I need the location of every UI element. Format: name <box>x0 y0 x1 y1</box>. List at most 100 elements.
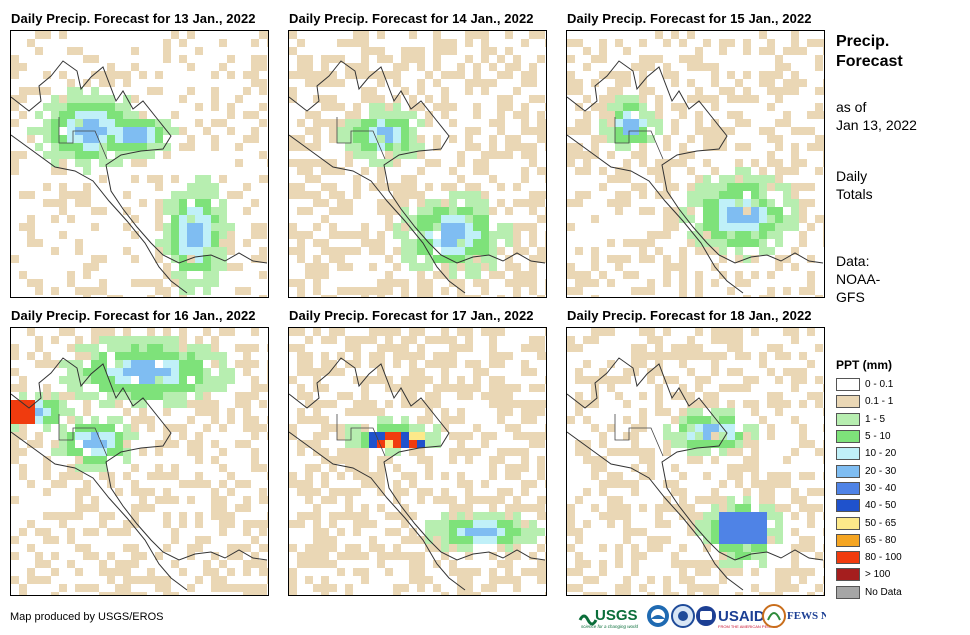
precip-cell <box>385 119 393 127</box>
precip-cell <box>575 247 583 255</box>
precip-cell <box>337 552 345 560</box>
precip-cell <box>297 448 305 456</box>
precip-cell <box>823 111 824 119</box>
precip-cell <box>163 263 171 271</box>
precip-cell <box>575 79 583 87</box>
precip-cell <box>791 87 799 95</box>
precip-cell <box>473 231 481 239</box>
precip-cell <box>687 215 695 223</box>
precip-cell <box>131 504 139 512</box>
precip-cell <box>43 408 51 416</box>
precip-cell <box>131 151 139 159</box>
precip-cell <box>719 328 727 336</box>
precip-cell <box>815 215 823 223</box>
precip-cell <box>719 247 727 255</box>
precip-cell <box>473 424 481 432</box>
precip-cell <box>187 416 195 424</box>
precip-cell <box>687 167 695 175</box>
precip-cell <box>361 231 369 239</box>
coastline <box>289 134 466 294</box>
precip-cell <box>823 79 824 87</box>
precip-cell <box>99 336 107 344</box>
precip-cell <box>99 384 107 392</box>
precip-cell <box>139 143 147 151</box>
precip-cell <box>43 424 51 432</box>
precip-cell <box>743 520 751 528</box>
precip-cell <box>457 528 465 536</box>
precip-cell <box>425 231 433 239</box>
precip-cell <box>43 560 51 568</box>
precip-cell <box>289 568 297 576</box>
precip-cell <box>711 520 719 528</box>
precip-cell <box>679 263 687 271</box>
precip-cell <box>203 247 211 255</box>
precip-cell <box>759 360 767 368</box>
precip-cell <box>529 536 537 544</box>
precip-cell <box>639 255 647 263</box>
precip-cell <box>155 344 163 352</box>
precip-cell <box>67 512 75 520</box>
precip-cell <box>711 432 719 440</box>
precip-cell <box>759 207 767 215</box>
precip-cell <box>11 352 19 360</box>
precip-cell <box>441 520 449 528</box>
precip-cell <box>521 488 529 496</box>
precip-cell <box>35 279 43 287</box>
precip-cell <box>687 344 695 352</box>
precip-cell <box>583 456 591 464</box>
precip-cell <box>497 295 505 297</box>
precip-cell <box>751 408 759 416</box>
precip-cell <box>513 223 521 231</box>
precip-cell <box>19 528 27 536</box>
precip-cell <box>289 520 297 528</box>
precip-cell <box>807 488 815 496</box>
precip-cell <box>521 39 529 47</box>
precip-cell <box>545 127 546 135</box>
precip-cell <box>727 328 735 336</box>
precip-cell <box>401 215 409 223</box>
precip-cell <box>615 376 623 384</box>
precip-cell <box>385 568 393 576</box>
precip-cell <box>297 247 305 255</box>
precip-cell <box>297 488 305 496</box>
precip-cell <box>663 159 671 167</box>
precip-cell <box>337 352 345 360</box>
legend-swatch <box>836 551 860 565</box>
precip-cell <box>195 344 203 352</box>
precip-cell <box>425 159 433 167</box>
precip-cell <box>457 239 465 247</box>
precip-cell <box>529 368 537 376</box>
precip-cell <box>513 199 521 207</box>
precip-cell <box>227 416 235 424</box>
precip-cell <box>727 95 735 103</box>
precip-map <box>566 30 825 298</box>
precip-cell <box>353 344 361 352</box>
legend-item: 65 - 80 <box>836 532 902 549</box>
precip-cell <box>219 368 227 376</box>
precip-cell <box>321 448 329 456</box>
precip-cell <box>529 95 537 103</box>
precip-cell <box>703 424 711 432</box>
precip-cell <box>529 239 537 247</box>
precip-cell <box>67 119 75 127</box>
precip-cell <box>567 199 575 207</box>
precip-cell <box>11 71 19 79</box>
precip-cell <box>337 488 345 496</box>
precip-cell <box>791 47 799 55</box>
precip-cell <box>417 440 425 448</box>
precip-cell <box>305 512 313 520</box>
precip-cell <box>545 512 546 520</box>
precip-cell <box>449 183 457 191</box>
precip-cell <box>27 568 35 576</box>
precip-cell <box>163 384 171 392</box>
precip-cell <box>567 271 575 279</box>
precip-cell <box>259 424 267 432</box>
precip-cell <box>203 368 211 376</box>
precip-cell <box>417 352 425 360</box>
precip-cell <box>211 71 219 79</box>
precip-cell <box>43 536 51 544</box>
precip-cell <box>751 328 759 336</box>
precip-cell <box>393 279 401 287</box>
precip-cell <box>529 400 537 408</box>
precip-cell <box>433 39 441 47</box>
